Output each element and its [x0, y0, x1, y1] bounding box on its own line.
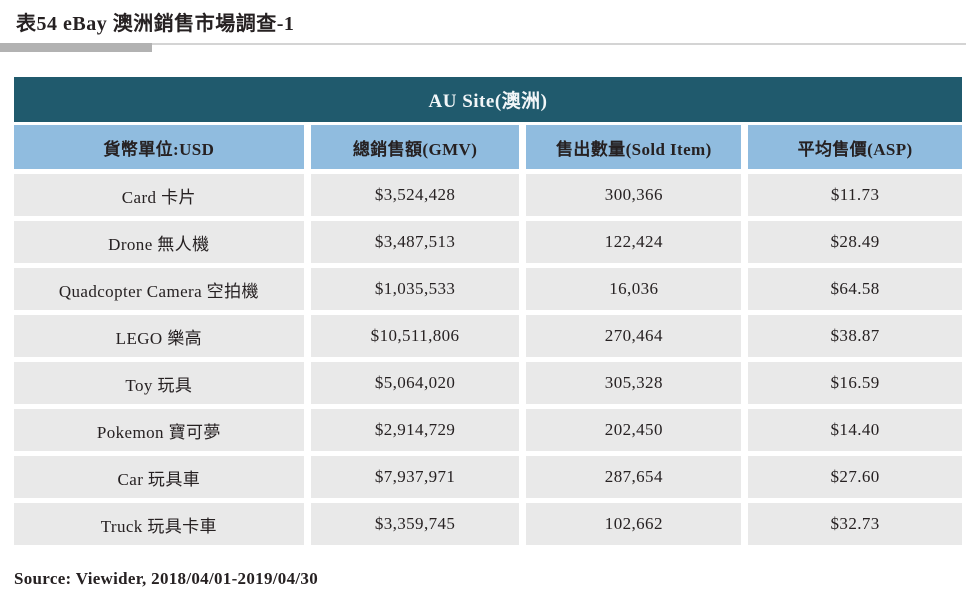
table-cell: $7,937,971 [310, 456, 520, 498]
table-cell: 122,424 [526, 221, 742, 263]
table-cell: $2,914,729 [310, 409, 520, 451]
row-label: LEGO 樂高 [14, 315, 304, 357]
table-cell: $3,359,745 [310, 503, 520, 545]
table-cell: $3,487,513 [310, 221, 520, 263]
divider-bar [0, 43, 152, 52]
row-label: Drone 無人機 [14, 221, 304, 263]
table-cell: $10,511,806 [310, 315, 520, 357]
divider-line [0, 43, 966, 45]
row-label: Card 卡片 [14, 174, 304, 216]
table-cell: $27.60 [748, 456, 962, 498]
column-header: 總銷售額(GMV) [310, 125, 520, 169]
table-cell: 16,036 [526, 268, 742, 310]
table-cell: $14.40 [748, 409, 962, 451]
table-cell: $11.73 [748, 174, 962, 216]
table-cell: $64.58 [748, 268, 962, 310]
table-cell: 102,662 [526, 503, 742, 545]
table-cell: $16.59 [748, 362, 962, 404]
table-cell: $38.87 [748, 315, 962, 357]
page-title: 表54 eBay 澳洲銷售市場調查-1 [16, 13, 295, 35]
column-header: 平均售價(ASP) [748, 125, 962, 169]
row-label: Truck 玩具卡車 [14, 503, 304, 545]
table-cell: 287,654 [526, 456, 742, 498]
table-cell: $28.49 [748, 221, 962, 263]
table-cell: $3,524,428 [310, 174, 520, 216]
sales-table: AU Site(澳洲) 貨幣單位:USD 總銷售額(GMV) 售出數量(Sold I… [14, 77, 962, 545]
column-header: 售出數量(Sold Item) [526, 125, 742, 169]
table-cell: 202,450 [526, 409, 742, 451]
table-cell: 300,366 [526, 174, 742, 216]
row-label: Quadcopter Camera 空拍機 [14, 268, 304, 310]
table-grid: 貨幣單位:USD 總銷售額(GMV) 售出數量(Sold Item) 平均售價(ASP… [14, 125, 962, 545]
table-cell: 270,464 [526, 315, 742, 357]
table-header: AU Site(澳洲) [14, 77, 962, 122]
row-label: Car 玩具車 [14, 456, 304, 498]
row-label: Toy 玩具 [14, 362, 304, 404]
column-header: 貨幣單位:USD [14, 125, 304, 169]
table-cell: $32.73 [748, 503, 962, 545]
table-cell: $1,035,533 [310, 268, 520, 310]
table-cell: 305,328 [526, 362, 742, 404]
table-cell: $5,064,020 [310, 362, 520, 404]
row-label: Pokemon 寶可夢 [14, 409, 304, 451]
title-divider [0, 43, 976, 52]
source-note: Source: Viewider, 2018/04/01-2019/04/30 [14, 569, 318, 588]
